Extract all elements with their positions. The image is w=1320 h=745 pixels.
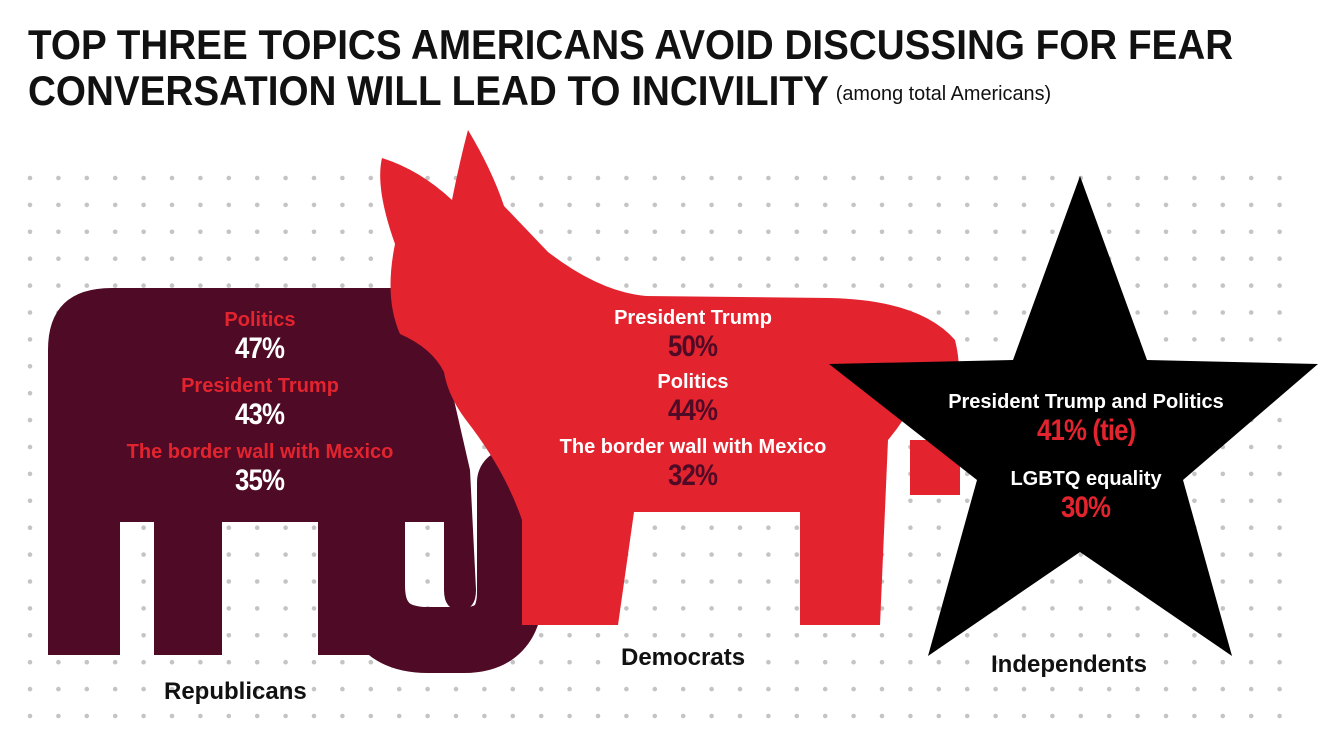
- independent-topic-1: President Trump and Politics 41% (tie): [886, 390, 1286, 448]
- party-label-independents: Independents: [991, 651, 1148, 678]
- republican-topic-3: The border wall with Mexico 35%: [60, 440, 460, 498]
- republican-topic-1: Politics 47%: [60, 308, 460, 366]
- topic-percent: 50%: [668, 330, 718, 363]
- chart-subtitle: (among total Americans): [836, 82, 1052, 105]
- title-line-1: TOP THREE TOPICS AMERICANS AVOID DISCUSS…: [28, 21, 1234, 68]
- topic-label: The border wall with Mexico: [126, 441, 394, 463]
- independent-topic-2: LGBTQ equality 30%: [886, 467, 1286, 525]
- topic-percent: 47%: [235, 332, 285, 365]
- topic-label: Politics: [657, 371, 729, 393]
- elephant-icon: [48, 288, 543, 673]
- party-label-democrats: Democrats: [621, 644, 746, 671]
- topic-percent: 44%: [668, 394, 718, 427]
- topic-label: President Trump: [614, 307, 772, 329]
- democrat-topic-2: Politics 44%: [493, 370, 893, 428]
- topic-label: President Trump: [181, 375, 339, 397]
- republican-topic-2: President Trump 43%: [60, 374, 460, 432]
- star-shape: [829, 176, 1318, 656]
- star-icon: [829, 176, 1318, 656]
- donkey-shape: [380, 130, 959, 625]
- topic-percent: 32%: [668, 459, 718, 492]
- topic-percent: 30%: [1061, 491, 1111, 524]
- topic-percent: 35%: [235, 464, 285, 497]
- topic-label: LGBTQ equality: [1010, 468, 1162, 490]
- topic-label: The border wall with Mexico: [559, 436, 827, 458]
- chart-title: TOP THREE TOPICS AMERICANS AVOID DISCUSS…: [28, 22, 1233, 117]
- topic-label: Politics: [224, 309, 296, 331]
- party-label-republicans: Republicans: [164, 678, 307, 705]
- democrat-topic-3: The border wall with Mexico 32%: [493, 435, 893, 493]
- topic-label: President Trump and Politics: [948, 391, 1224, 413]
- democrat-topic-1: President Trump 50%: [493, 306, 893, 364]
- title-line-2: CONVERSATION WILL LEAD TO INCIVILITY: [28, 67, 829, 114]
- topic-percent: 41% (tie): [1036, 414, 1136, 447]
- topic-percent: 43%: [235, 398, 285, 431]
- elephant-trunk: [339, 449, 543, 673]
